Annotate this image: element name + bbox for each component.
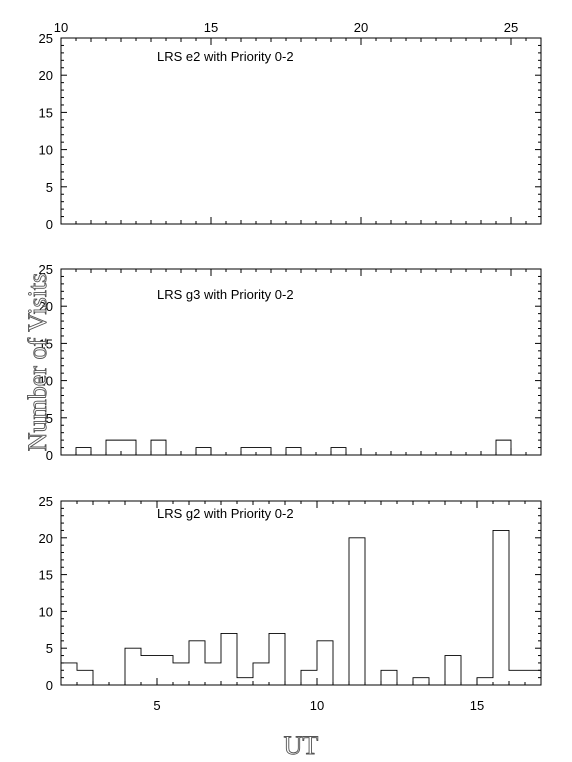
y-tick-label: 25 [39,494,53,509]
y-tick-label: 0 [46,678,53,693]
panel-lrs-g3: LRS g3 with Priority 0-2 0 5 10 15 20 25 [39,262,542,463]
panel-frame [60,37,542,225]
panel-title: LRS e2 with Priority 0-2 [157,49,294,64]
top-x-tick-label: 25 [504,20,518,35]
panel-lrs-g2: LRS g2 with Priority 0-2 0 5 10 15 20 25 [39,494,542,693]
y-tick-label: 25 [39,31,53,46]
y-tick-label: 10 [39,604,53,619]
x-axis-title: UT [284,731,319,760]
y-axis-title: Number of Visits [23,273,52,452]
bottom-x-tick-label: 5 [153,698,160,713]
bottom-x-tick-label: 10 [310,698,324,713]
bottom-x-tick-label: 15 [470,698,484,713]
panel-lrs-e2: LRS e2 with Priority 0-2 0 5 10 15 20 25 [39,31,542,232]
top-x-tick-label: 10 [54,20,68,35]
y-tick-label: 5 [46,641,53,656]
y-tick-label: 20 [39,68,53,83]
y-tick-label: 10 [39,374,53,389]
y-tick-label: 10 [39,143,53,158]
top-x-tick-label: 20 [354,20,368,35]
panel-frame [60,268,542,456]
y-tick-label: 5 [46,180,53,195]
histogram-line [61,439,526,456]
y-tick-label: 20 [39,299,53,314]
y-tick-label: 0 [46,448,53,463]
y-tick-label: 15 [39,336,53,351]
panel-title: LRS g2 with Priority 0-2 [157,506,294,521]
y-tick-label: 5 [46,411,53,426]
y-tick-label: 20 [39,531,53,546]
y-tick-label: 0 [46,217,53,232]
y-tick-label: 25 [39,262,53,277]
bottom-axis-labels: 5 10 15 [153,698,484,713]
histogram-line [61,529,541,686]
top-x-tick-label: 15 [204,20,218,35]
panel-title: LRS g3 with Priority 0-2 [157,287,294,302]
y-tick-label: 15 [39,105,53,120]
y-tick-label: 15 [39,568,53,583]
panel-frame [60,500,542,686]
top-axis-labels: 10 15 20 25 [54,20,518,35]
